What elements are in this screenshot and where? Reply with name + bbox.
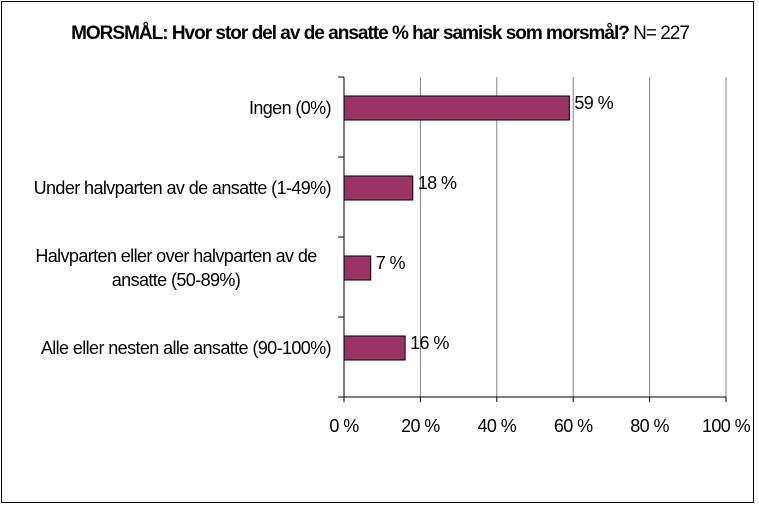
- x-tick-label: 100 %: [702, 416, 751, 436]
- data-label: 16 %: [410, 333, 449, 353]
- x-tick-label: 80 %: [630, 416, 669, 436]
- chart-title-n: N= 227: [633, 23, 690, 44]
- chart-title: MORSMÅL: Hvor stor del av de ansatte % h…: [60, 20, 700, 48]
- category-label: Alle eller nesten alle ansatte (90-100%): [41, 338, 331, 358]
- data-label: 59 %: [574, 93, 613, 113]
- category-label: ansatte (50-89%): [112, 270, 240, 290]
- x-tick-label: 40 %: [477, 416, 516, 436]
- category-label: Ingen (0%): [249, 98, 331, 118]
- x-tick-label: 0 %: [329, 416, 359, 436]
- category-label: Under halvparten av de ansatte (1-49%): [34, 178, 331, 198]
- x-tick-label: 20 %: [401, 416, 440, 436]
- bar: [343, 175, 414, 201]
- bar: [343, 335, 406, 361]
- data-label: 18 %: [418, 173, 457, 193]
- bar: [343, 95, 570, 121]
- chart-title-main: MORSMÅL: Hvor stor del av de ansatte % h…: [71, 23, 630, 44]
- data-label: 7 %: [376, 253, 406, 273]
- bar: [343, 255, 372, 281]
- category-label: Halvparten eller over halvparten av de: [35, 246, 317, 266]
- x-tick-label: 60 %: [554, 416, 593, 436]
